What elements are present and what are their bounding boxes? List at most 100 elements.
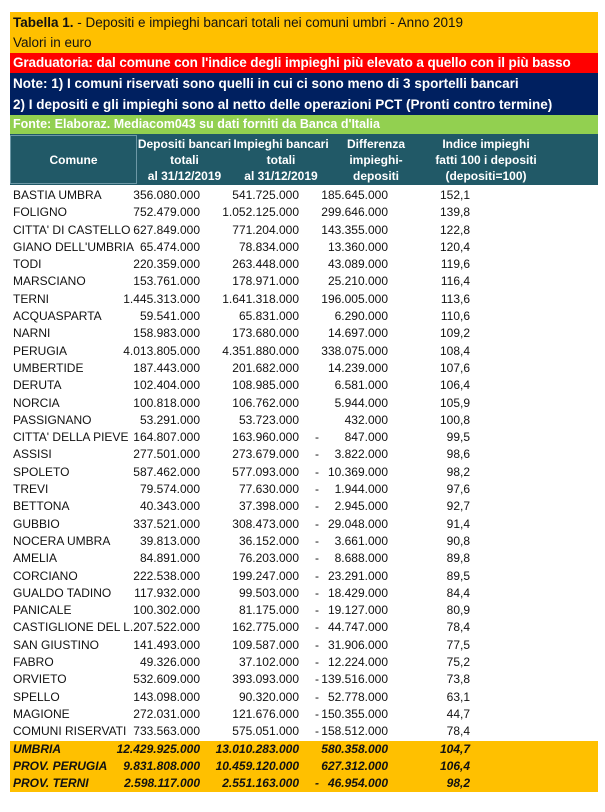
- cell-depositi: 153.761.000: [133, 274, 200, 289]
- table-row: CORCIANO 222.538.000 199.247.000 -23.291.00…: [10, 568, 598, 585]
- table-row: FOLIGNO 752.479.000 1.052.125.000 299.646.0…: [10, 204, 598, 221]
- table-row: COMUNI RISERVATI 733.563.000 575.051.000 -1…: [10, 723, 598, 740]
- cell-comune: GIANO DELL'UMBRIA: [13, 239, 134, 254]
- cell-impieghi: 90.320.000: [238, 689, 299, 704]
- cell-differenza: 143.355.000: [321, 222, 388, 237]
- table-row: GUBBIO 337.521.000 308.473.000 -29.048.000 9…: [10, 516, 598, 533]
- cell-comune: TODI: [13, 257, 42, 272]
- cell-depositi: 2.598.117.000: [124, 776, 200, 791]
- cell-comune: ACQUASPARTA: [13, 309, 102, 324]
- cell-impieghi: 109.587.000: [232, 637, 299, 652]
- cell-depositi: 79.574.000: [139, 482, 200, 497]
- cell-depositi: 84.891.000: [139, 551, 200, 566]
- cell-indice: 90,8: [446, 533, 470, 548]
- cell-differenza: 44.747.000: [327, 620, 388, 635]
- cell-comune: PROV. PERUGIA: [13, 758, 108, 773]
- cell-differenza: 31.906.000: [327, 637, 388, 652]
- cell-indice: 97,6: [446, 482, 470, 497]
- cell-depositi: 40.343.000: [139, 499, 200, 514]
- table-row: BETTONA 40.343.000 37.398.000 -2.945.000 92,…: [10, 498, 598, 515]
- cell-comune: CITTA' DI CASTELLO: [13, 222, 131, 237]
- cell-impieghi: 108.985.000: [232, 378, 299, 393]
- cell-indice: 98,2: [446, 776, 470, 791]
- units-label: Valori in euro: [10, 33, 598, 53]
- table-row: GUALDO TADINO 117.932.000 99.503.000 -18.42…: [10, 585, 598, 602]
- cell-negative-sign: -: [315, 724, 319, 739]
- cell-indice: 122,8: [439, 222, 470, 237]
- table-row: PANICALE 100.302.000 81.175.000 -19.127.000…: [10, 602, 598, 619]
- cell-negative-sign: -: [315, 430, 319, 445]
- cell-negative-sign: -: [315, 482, 319, 497]
- cell-impieghi: 201.682.000: [232, 360, 299, 375]
- table-row: SAN GIUSTINO 141.493.000 109.587.000 -31.90…: [10, 637, 598, 654]
- cell-depositi: 117.932.000: [134, 585, 200, 600]
- cell-differenza: 1.944.000: [334, 482, 388, 497]
- cell-impieghi: 1.641.318.000: [222, 291, 299, 306]
- cell-indice: 99,5: [446, 430, 470, 445]
- cell-depositi: 164.807.000: [133, 430, 200, 445]
- cell-indice: 139,8: [439, 205, 470, 220]
- cell-depositi: 272.031.000: [133, 706, 200, 721]
- cell-comune: TREVI: [13, 482, 49, 497]
- cell-impieghi: 76.203.000: [238, 551, 299, 566]
- cell-impieghi: 53.723.000: [238, 412, 299, 427]
- table-row: PASSIGNANO 53.291.000 53.723.000 432.000 100…: [10, 412, 598, 429]
- header-comune: Comune: [10, 135, 137, 184]
- cell-depositi: 53.291.000: [139, 412, 200, 427]
- cell-indice: 91,4: [446, 516, 470, 531]
- cell-differenza: 580.358.000: [321, 741, 388, 756]
- table-row: DERUTA 102.404.000 108.985.000 6.581.000 106…: [10, 377, 598, 394]
- cell-depositi: 733.563.000: [133, 724, 200, 739]
- cell-indice: 73,8: [446, 672, 470, 687]
- cell-indice: 113,6: [440, 291, 470, 306]
- cell-differenza: 18.429.000: [327, 585, 388, 600]
- cell-indice: 106,4: [439, 758, 470, 773]
- cell-indice: 105,9: [439, 395, 470, 410]
- cell-depositi: 1.445.313.000: [123, 291, 200, 306]
- table-row: SPELLO 143.098.000 90.320.000 -52.778.000 63…: [10, 689, 598, 706]
- cell-negative-sign: -: [315, 499, 319, 514]
- cell-differenza: 185.645.000: [321, 188, 388, 202]
- cell-indice: 120,4: [439, 239, 470, 254]
- cell-indice: 80,9: [446, 603, 470, 618]
- cell-negative-sign: -: [315, 655, 319, 670]
- cell-impieghi: 106.762.000: [232, 395, 299, 410]
- cell-depositi: 49.326.000: [139, 655, 200, 670]
- cell-indice: 63,1: [446, 689, 470, 704]
- table-row: ACQUASPARTA 59.541.000 65.831.000 6.290.000…: [10, 308, 598, 325]
- cell-impieghi: 78.834.000: [238, 239, 299, 254]
- table-row: NOCERA UMBRA 39.813.000 36.152.000 -3.661.0…: [10, 533, 598, 550]
- cell-differenza: 19.127.000: [327, 603, 388, 618]
- cell-depositi: 587.462.000: [133, 464, 200, 479]
- cell-comune: PASSIGNANO: [13, 412, 92, 427]
- cell-impieghi: 541.725.000: [232, 188, 299, 202]
- header-impieghi: Impieghi bancari totali al 31/12/2019: [233, 136, 329, 183]
- cell-indice: 78,4: [446, 724, 470, 739]
- cell-comune: MARSCIANO: [13, 274, 86, 289]
- cell-negative-sign: -: [315, 447, 319, 462]
- cell-impieghi: 199.247.000: [232, 568, 299, 583]
- cell-comune: COMUNI RISERVATI: [13, 724, 127, 739]
- cell-indice: 84,4: [446, 585, 470, 600]
- cell-depositi: 627.849.000: [133, 222, 200, 237]
- cell-negative-sign: -: [315, 672, 319, 687]
- cell-depositi: 4.013.805.000: [123, 343, 200, 358]
- cell-indice: 108,4: [439, 343, 470, 358]
- cell-indice: 89,5: [446, 568, 470, 583]
- cell-differenza: 847.000: [344, 430, 388, 445]
- cell-comune: BETTONA: [13, 499, 70, 514]
- cell-differenza: 25.210.000: [327, 274, 388, 289]
- cell-differenza: 13.360.000: [327, 239, 388, 254]
- cell-comune: ASSISI: [13, 447, 52, 462]
- cell-differenza: 10.369.000: [327, 464, 388, 479]
- table-row: MARSCIANO 153.761.000 178.971.000 25.210.00…: [10, 273, 598, 290]
- cell-depositi: 141.493.000: [133, 637, 200, 652]
- cell-depositi: 39.813.000: [139, 533, 200, 548]
- cell-depositi: 356.080.000: [133, 188, 200, 202]
- table-header: Comune Depositi bancari totali al 31/12/20…: [10, 134, 598, 185]
- cell-differenza: 2.945.000: [334, 499, 388, 514]
- table-row: TERNI 1.445.313.000 1.641.318.000 196.005.0…: [10, 291, 598, 308]
- cell-comune: GUBBIO: [13, 516, 60, 531]
- cell-differenza: 52.778.000: [327, 689, 388, 704]
- cell-impieghi: 37.102.000: [238, 655, 299, 670]
